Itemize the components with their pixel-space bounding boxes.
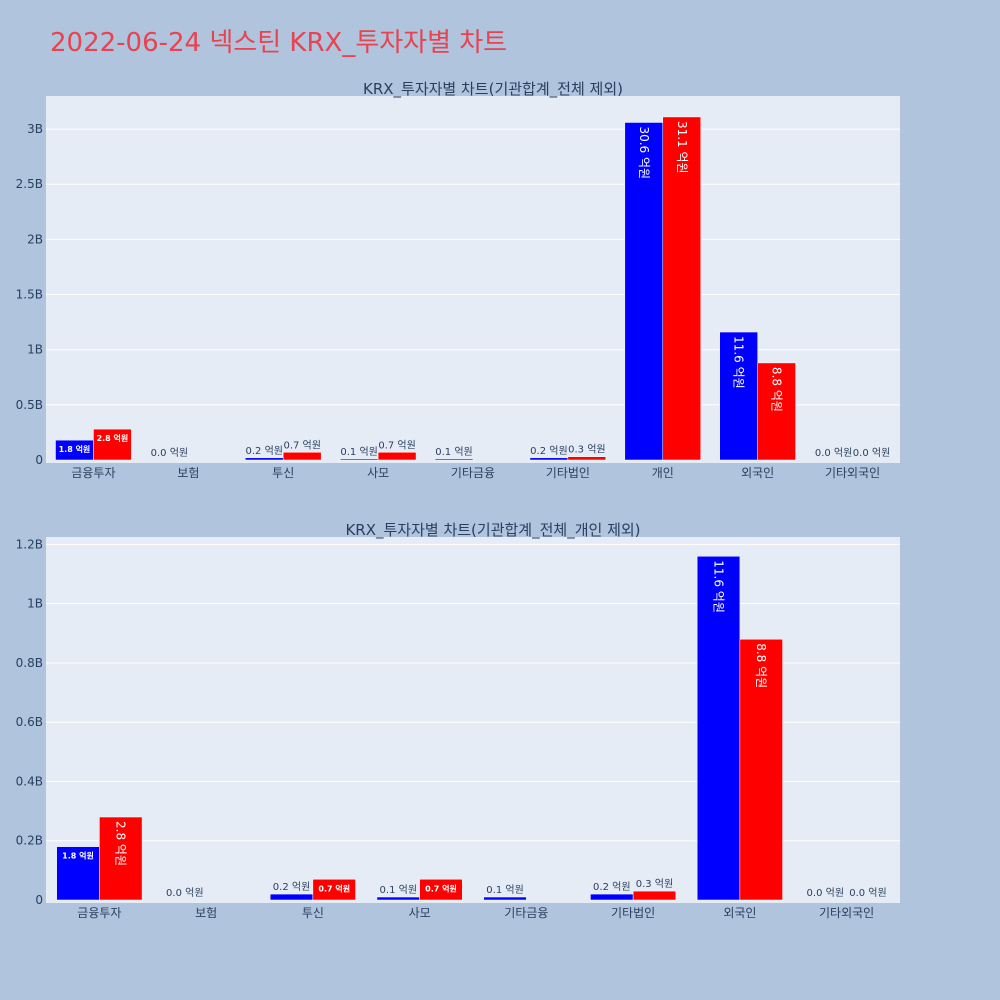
data-label: 11.6 억원: [732, 336, 746, 389]
chart-title: KRX_투자자별 차트(기관합계_전체 제외): [363, 80, 623, 99]
data-label: 0.0 억원: [807, 887, 844, 899]
x-tick-label: 투신: [272, 466, 294, 480]
data-label: 0.7 억원: [318, 883, 350, 893]
x-tick-label: 기타금융: [504, 906, 548, 920]
bar: [377, 452, 417, 461]
x-tick-label: 기타외국인: [825, 466, 880, 480]
bar: [269, 893, 314, 901]
x-tick-label: 외국인: [723, 906, 756, 920]
y-tick-label: 1.2B: [16, 537, 43, 551]
bar: [662, 116, 701, 461]
data-label: 0.3 억원: [568, 444, 605, 456]
x-tick-label: 보험: [195, 906, 217, 920]
y-tick-label: 0: [35, 893, 43, 907]
x-tick-label: 금융투자: [77, 906, 121, 920]
bar: [245, 457, 284, 461]
data-label: 0.0 억원: [853, 447, 890, 459]
chart-top: KRX_투자자별 차트(기관합계_전체 제외) 0 0.5B 1B 1.5B 2B 2.5B…: [16, 80, 900, 480]
data-label: 31.1 억원: [675, 121, 689, 174]
y-tick-label: 0: [35, 453, 43, 467]
data-label: 8.8 억원: [754, 643, 768, 688]
chart-title: KRX_투자자별 차트(기관합계_전체_개인 제외): [345, 521, 640, 540]
y-tick-label: 0.5B: [16, 398, 43, 412]
data-label: 0.0 억원: [166, 887, 203, 899]
data-label: 0.0 억원: [815, 447, 852, 459]
bar: [434, 458, 474, 461]
bar: [757, 362, 796, 461]
bar: [529, 457, 569, 461]
y-tick-label: 2.5B: [16, 177, 43, 191]
bar: [93, 428, 132, 461]
bar: [419, 879, 463, 901]
bar: [739, 638, 783, 901]
x-tick-label: 금융투자: [71, 466, 115, 480]
x-tick-label: 기타법인: [611, 906, 655, 920]
y-tick-label: 0.8B: [16, 656, 43, 670]
x-tick-label: 사모: [409, 906, 431, 920]
bar: [632, 890, 677, 901]
y-tick-label: 0.2B: [16, 834, 43, 848]
bar: [56, 846, 100, 901]
x-tick-label: 외국인: [741, 466, 774, 480]
data-label: 0.1 억원: [435, 446, 472, 458]
bar: [696, 556, 741, 901]
bar: [339, 458, 379, 461]
bar: [567, 456, 607, 461]
x-tick-label: 보험: [177, 466, 199, 480]
data-label: 0.2 억원: [246, 445, 283, 457]
data-label: 1.8 억원: [62, 851, 94, 861]
bar: [376, 896, 420, 901]
y-tick-label: 1.5B: [16, 288, 43, 302]
data-label: 2.8 억원: [114, 821, 128, 866]
bar: [99, 816, 143, 901]
x-tick-label: 기타법인: [546, 466, 590, 480]
data-label: 1.8 억원: [59, 444, 91, 454]
bar: [719, 331, 758, 461]
data-label: 0.2 억원: [530, 445, 567, 457]
bar: [483, 896, 527, 901]
bar: [282, 452, 322, 461]
data-label: 0.7 억원: [283, 439, 320, 451]
x-tick-label: 기타외국인: [819, 906, 874, 920]
y-tick-label: 3B: [27, 122, 43, 136]
x-tick-label: 기타금융: [451, 466, 495, 480]
data-label: 0.7 억원: [378, 439, 415, 451]
data-label: 0.2 억원: [593, 881, 630, 893]
y-tick-label: 0.6B: [16, 715, 43, 729]
data-label: 8.8 억원: [770, 367, 784, 412]
data-label: 0.1 억원: [486, 884, 523, 896]
y-tick-label: 1B: [27, 597, 43, 611]
x-tick-label: 사모: [367, 466, 389, 480]
data-label: 0.1 억원: [380, 884, 417, 896]
x-tick-label: 개인: [652, 466, 674, 480]
bar: [312, 879, 356, 901]
page-title: 2022-06-24 넥스틴 KRX_투자자별 차트: [50, 28, 508, 58]
data-label: 0.0 억원: [151, 447, 188, 459]
data-label: 2.8 억원: [97, 433, 129, 443]
chart-bottom: KRX_투자자별 차트(기관합계_전체_개인 제외) 0 0.2B 0.4B 0.6B 0…: [16, 521, 900, 920]
y-tick-label: 2B: [27, 232, 43, 246]
data-label: 30.6 억원: [637, 126, 651, 179]
x-tick-label: 투신: [302, 906, 324, 920]
data-label: 0.3 억원: [636, 878, 673, 890]
data-label: 0.0 억원: [849, 887, 886, 899]
data-label: 11.6 억원: [712, 560, 726, 613]
bar: [590, 893, 634, 901]
data-label: 0.1 억원: [340, 446, 377, 458]
y-tick-label: 0.4B: [16, 774, 43, 788]
data-label: 0.7 억원: [425, 883, 457, 893]
y-tick-label: 1B: [27, 343, 43, 357]
data-label: 0.2 억원: [273, 881, 310, 893]
